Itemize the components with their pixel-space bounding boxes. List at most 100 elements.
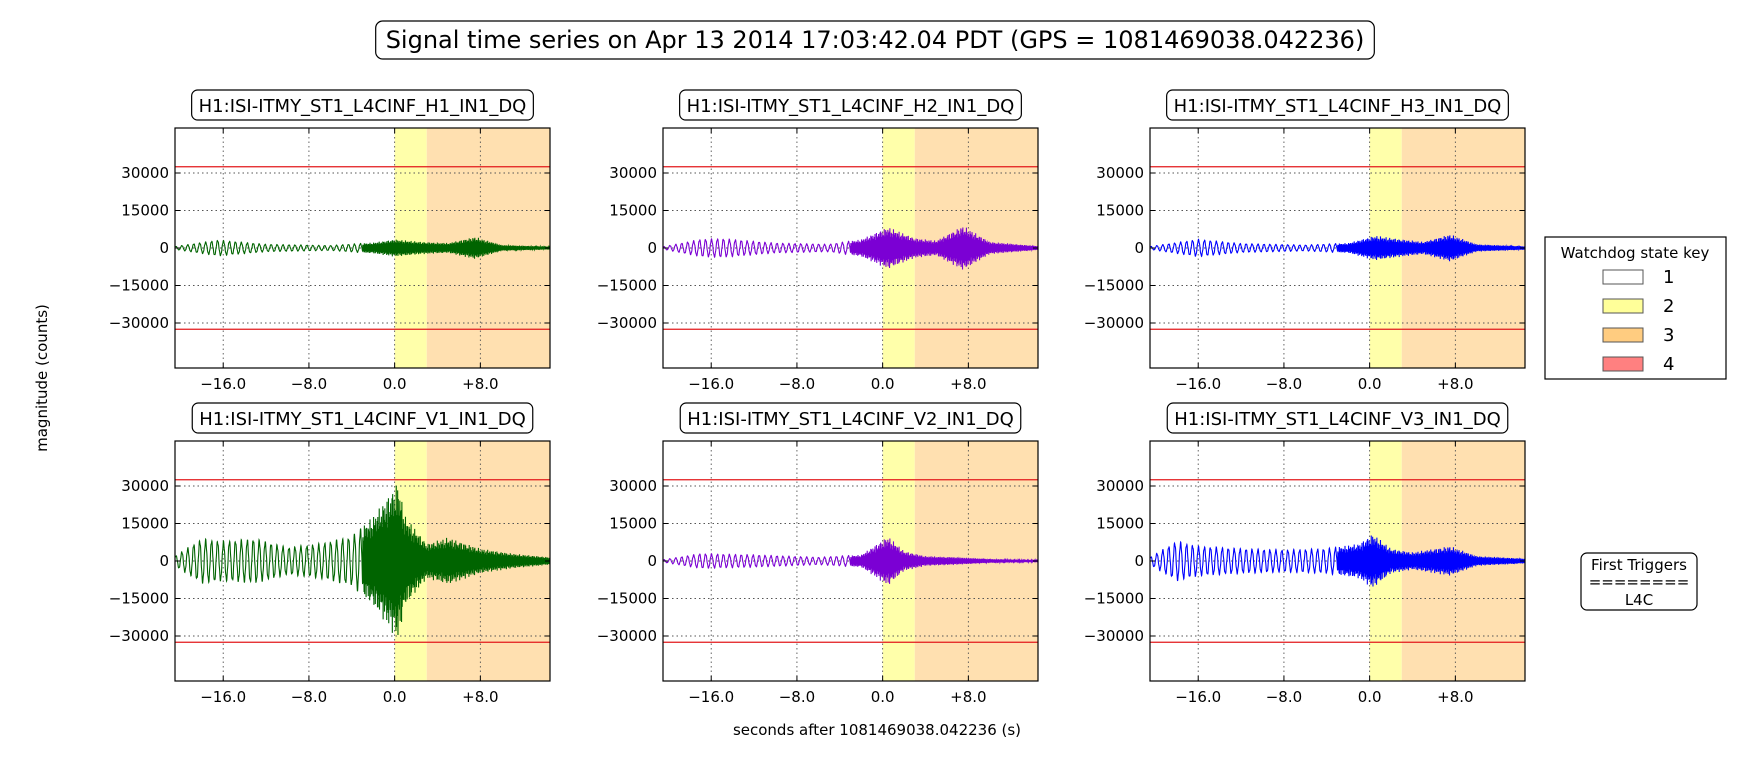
signal-trace <box>663 227 1038 270</box>
subplot-title: H1:ISI-ITMY_ST1_L4CINF_V1_IN1_DQ <box>191 402 534 434</box>
legend-title: Watchdog state key <box>1561 244 1710 262</box>
legend-label: 3 <box>1663 325 1674 346</box>
y-tick-label: −15000 <box>597 277 657 295</box>
legend-entry-3: 3 <box>1602 325 1674 346</box>
x-tick-label: −8.0 <box>291 688 327 706</box>
x-tick-label: +8.0 <box>1437 688 1473 706</box>
y-tick-label: 15000 <box>609 202 657 220</box>
y-tick-label: 0 <box>159 552 169 570</box>
y-tick-label: −30000 <box>597 314 657 332</box>
x-tick-label: 0.0 <box>1358 688 1382 706</box>
y-tick-label: −15000 <box>1084 590 1144 608</box>
y-tick-label: 15000 <box>1096 515 1144 533</box>
subplot-4: H1:ISI-ITMY_ST1_L4CINF_V1_IN1_DQ −16.0 −8.… <box>109 402 551 706</box>
x-tick-label: +8.0 <box>950 688 986 706</box>
signal-trace <box>1150 235 1525 262</box>
x-tick-label: 0.0 <box>383 688 407 706</box>
first-triggers-box: First Triggers ======== L4C <box>1580 552 1698 611</box>
subplot-title-text: H1:ISI-ITMY_ST1_L4CINF_V3_IN1_DQ <box>1174 409 1501 430</box>
legend-swatch <box>1602 327 1644 343</box>
signal-trace <box>1150 535 1525 587</box>
legend-swatch <box>1602 298 1644 314</box>
y-tick-label: 30000 <box>609 164 657 182</box>
legend-entry-1: 1 <box>1602 267 1674 288</box>
subplot-3: H1:ISI-ITMY_ST1_L4CINF_H3_IN1_DQ −16.0 −8.… <box>1084 89 1526 393</box>
x-tick-label: −16.0 <box>200 688 246 706</box>
y-tick-label: 0 <box>647 239 657 257</box>
y-tick-label: 15000 <box>609 515 657 533</box>
legend-entries: 1 2 3 4 <box>1602 267 1674 375</box>
y-tick-label: 0 <box>159 239 169 257</box>
y-tick-label: −30000 <box>109 314 169 332</box>
x-tick-label: −8.0 <box>779 375 815 393</box>
y-tick-label: 0 <box>1134 239 1144 257</box>
x-tick-label: −16.0 <box>688 375 734 393</box>
y-tick-label: −15000 <box>109 590 169 608</box>
x-tick-label: −8.0 <box>779 688 815 706</box>
y-tick-label: 0 <box>647 552 657 570</box>
figure-title-text: Signal time series on Apr 13 2014 17:03:… <box>386 26 1365 54</box>
y-tick-label: −30000 <box>597 627 657 645</box>
legend-label: 4 <box>1663 354 1674 375</box>
x-axis-label: seconds after 1081469038.042236 (s) <box>733 721 1021 739</box>
subplot-title: H1:ISI-ITMY_ST1_L4CINF_H3_IN1_DQ <box>1166 89 1509 121</box>
y-tick-label: 15000 <box>1096 202 1144 220</box>
first-triggers-heading: First Triggers <box>1591 556 1687 574</box>
y-tick-label: 30000 <box>121 164 169 182</box>
subplot-title-text: H1:ISI-ITMY_ST1_L4CINF_V2_IN1_DQ <box>687 409 1014 430</box>
signal-trace <box>663 538 1038 584</box>
subplot-2: H1:ISI-ITMY_ST1_L4CINF_H2_IN1_DQ −16.0 −8.… <box>597 89 1039 393</box>
x-tick-label: −8.0 <box>1266 375 1302 393</box>
signal-trace <box>175 237 550 259</box>
y-tick-label: −30000 <box>1084 627 1144 645</box>
y-tick-label: −15000 <box>109 277 169 295</box>
y-tick-label: −15000 <box>597 590 657 608</box>
y-tick-label: 30000 <box>121 477 169 495</box>
x-tick-label: −8.0 <box>1266 688 1302 706</box>
legend-swatch <box>1602 356 1644 372</box>
x-tick-label: +8.0 <box>1437 375 1473 393</box>
signal-trace <box>175 485 550 635</box>
legend-label: 2 <box>1663 296 1674 317</box>
subplot-title: H1:ISI-ITMY_ST1_L4CINF_H2_IN1_DQ <box>679 89 1022 121</box>
subplot-title: H1:ISI-ITMY_ST1_L4CINF_H1_IN1_DQ <box>191 89 534 121</box>
subplot-6: H1:ISI-ITMY_ST1_L4CINF_V3_IN1_DQ −16.0 −8.… <box>1084 402 1526 706</box>
subplot-1: H1:ISI-ITMY_ST1_L4CINF_H1_IN1_DQ −16.0 −8.… <box>109 89 551 393</box>
x-tick-label: −16.0 <box>200 375 246 393</box>
legend-entry-2: 2 <box>1602 296 1674 317</box>
x-tick-label: −16.0 <box>1175 375 1221 393</box>
first-triggers-value: L4C <box>1625 591 1653 609</box>
subplot-5: H1:ISI-ITMY_ST1_L4CINF_V2_IN1_DQ −16.0 −8.… <box>597 402 1039 706</box>
y-tick-label: 15000 <box>121 202 169 220</box>
y-tick-label: 15000 <box>121 515 169 533</box>
y-tick-label: 30000 <box>609 477 657 495</box>
subplot-grid: H1:ISI-ITMY_ST1_L4CINF_H1_IN1_DQ −16.0 −8.… <box>109 89 1526 706</box>
x-tick-label: +8.0 <box>462 688 498 706</box>
first-triggers-frame <box>1580 552 1698 611</box>
x-tick-label: 0.0 <box>871 375 895 393</box>
legend-swatch <box>1602 269 1644 285</box>
legend-label: 1 <box>1663 267 1674 288</box>
subplot-title-text: H1:ISI-ITMY_ST1_L4CINF_H1_IN1_DQ <box>199 96 527 117</box>
x-tick-label: +8.0 <box>462 375 498 393</box>
y-tick-label: −30000 <box>1084 314 1144 332</box>
first-triggers-separator: ======== <box>1589 573 1690 591</box>
y-tick-label: 0 <box>1134 552 1144 570</box>
legend-entry-4: 4 <box>1602 354 1674 375</box>
x-tick-label: +8.0 <box>950 375 986 393</box>
y-axis-label: magnitude (counts) <box>33 304 51 452</box>
y-tick-label: 30000 <box>1096 477 1144 495</box>
watchdog-legend: Watchdog state key 1 2 3 4 <box>1544 236 1727 380</box>
x-tick-label: 0.0 <box>383 375 407 393</box>
subplot-title: H1:ISI-ITMY_ST1_L4CINF_V3_IN1_DQ <box>1166 402 1509 434</box>
y-tick-label: −30000 <box>109 627 169 645</box>
subplot-title-text: H1:ISI-ITMY_ST1_L4CINF_V1_IN1_DQ <box>199 409 526 430</box>
x-tick-label: −8.0 <box>291 375 327 393</box>
x-tick-label: 0.0 <box>871 688 895 706</box>
subplot-title-text: H1:ISI-ITMY_ST1_L4CINF_H2_IN1_DQ <box>687 96 1015 117</box>
x-tick-label: 0.0 <box>1358 375 1382 393</box>
y-tick-label: 30000 <box>1096 164 1144 182</box>
y-tick-label: −15000 <box>1084 277 1144 295</box>
subplot-title-text: H1:ISI-ITMY_ST1_L4CINF_H3_IN1_DQ <box>1174 96 1502 117</box>
